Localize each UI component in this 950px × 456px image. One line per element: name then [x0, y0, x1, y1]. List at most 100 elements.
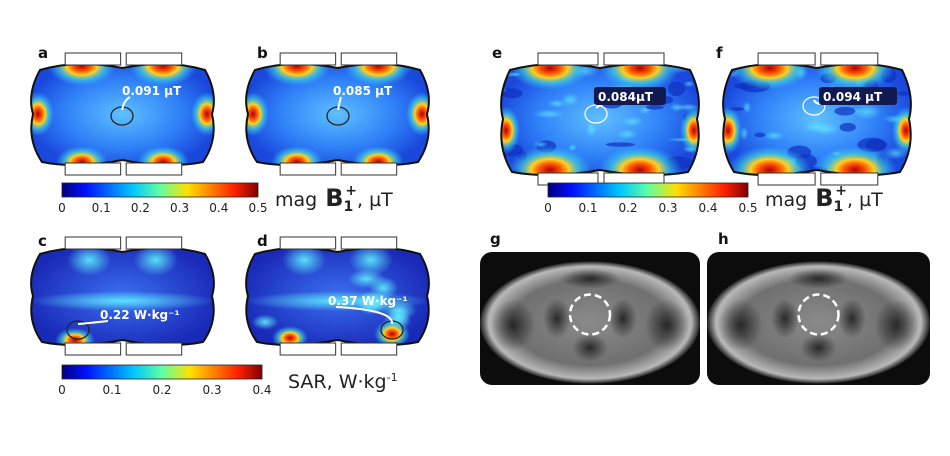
coil	[340, 342, 398, 356]
colorbar: 0 0.1 0.2 0.3 0.4 0.5 mag B1+, µT	[544, 182, 883, 215]
hot-spot	[815, 63, 895, 90]
mri-structure	[771, 298, 800, 339]
body-outline	[30, 63, 215, 167]
coil	[340, 52, 398, 66]
cyan-spot	[67, 247, 112, 276]
mri-structure	[572, 333, 608, 362]
body-outline	[245, 247, 430, 347]
colorbar-tick-label: 0.1	[92, 201, 111, 215]
colorbar-tick-label: 0.3	[170, 201, 189, 215]
hot-spot	[129, 63, 198, 86]
colorbar-scale	[61, 182, 259, 198]
coil	[64, 236, 122, 250]
coil	[64, 162, 122, 176]
colorbar-tick-label: 0	[544, 201, 552, 215]
colorbar-tick-label: 0.5	[738, 201, 757, 215]
heat-map-panel: 0.085 µT b	[245, 44, 430, 176]
mri-structure	[874, 299, 919, 352]
mri-structure	[645, 299, 689, 352]
colorbar-tick-label: 0.2	[618, 201, 637, 215]
colorbar-tick-label: 0.4	[209, 201, 228, 215]
roi	[797, 293, 840, 336]
panel-label: h	[718, 230, 729, 248]
label-superscript: -1	[387, 371, 398, 384]
coil	[603, 52, 665, 66]
hot-spot	[31, 92, 54, 136]
panel-label: g	[490, 230, 501, 248]
mri-structure	[837, 298, 866, 339]
heat-map-panel: 0.091 µT a	[30, 44, 215, 176]
annotation: 0.091 µT	[122, 84, 182, 98]
noise	[742, 101, 752, 114]
hot-spot	[680, 106, 699, 155]
panel-label: a	[38, 44, 48, 62]
noise	[763, 130, 785, 141]
body-outline	[245, 63, 430, 167]
label-suffix: , µT	[847, 189, 883, 211]
heat-field	[31, 247, 214, 346]
hot-spot	[598, 146, 682, 176]
coil	[125, 236, 183, 250]
heat-field	[31, 63, 214, 166]
annotation: 0.37 W·kg⁻¹	[328, 294, 408, 308]
hot-spot	[892, 106, 911, 155]
label-superscript: +	[345, 183, 357, 199]
annotation: 0.085 µT	[333, 84, 393, 98]
mri-structure	[543, 298, 571, 339]
hot-spot	[191, 92, 214, 136]
body-outline	[722, 63, 912, 177]
colorbar: 0 0.1 0.2 0.3 0.4 SAR, W·kg-1	[58, 364, 398, 397]
hot-spot	[600, 63, 680, 90]
leader-line	[77, 320, 109, 325]
colorbar-label: SAR, W·kg-1	[288, 371, 398, 393]
hot-spot	[813, 146, 897, 176]
colorbar-label: mag B1+, µT	[765, 183, 883, 215]
hot-spot	[55, 146, 108, 166]
hot-spot	[352, 146, 405, 166]
mri-panel: h	[707, 230, 930, 385]
hot-spot	[501, 106, 520, 155]
noise	[533, 140, 549, 148]
noise	[645, 104, 664, 110]
heat-map-panel: 0.37 W·kg⁻¹ d	[245, 232, 430, 356]
noise	[547, 99, 566, 108]
colorbar-tick-label: 0.3	[658, 201, 677, 215]
coil	[340, 236, 398, 250]
annotation: 0.094 µT	[823, 90, 883, 104]
colorbar-tick-label: 0	[58, 201, 66, 215]
mri-structure	[718, 299, 763, 352]
hot-spot	[510, 63, 590, 90]
panel-label: e	[492, 44, 502, 62]
colorbar-tick-label: 0.2	[152, 383, 171, 397]
noise	[585, 122, 598, 138]
colorbar-tick-label: 0.5	[248, 201, 267, 215]
colorbar-label: mag B1+, µT	[275, 183, 393, 215]
coil	[279, 162, 337, 176]
coil	[757, 172, 816, 186]
coil	[64, 52, 122, 66]
panel-label: c	[38, 232, 47, 250]
cyan-band	[31, 291, 214, 311]
heat-map-panel: 0.084µT e	[492, 44, 700, 186]
hot-spot	[55, 328, 95, 346]
noise	[561, 92, 579, 107]
colorbar-tick-label: 0.2	[131, 201, 150, 215]
annotation: 0.22 W·kg⁻¹	[100, 308, 180, 322]
noise	[812, 122, 840, 136]
hot-spot	[729, 63, 810, 90]
colorbar-tick-label: 0.1	[102, 383, 121, 397]
label-superscript: +	[835, 183, 847, 199]
roi	[66, 320, 90, 340]
noise	[897, 91, 911, 96]
label-suffix: , µT	[357, 189, 393, 211]
hot-spot	[47, 63, 116, 86]
colorbar-tick-label: 0.4	[698, 201, 717, 215]
coil	[279, 236, 337, 250]
noise	[532, 109, 565, 119]
annotation: 0.084µT	[598, 90, 654, 104]
mri-panel: g	[480, 230, 700, 385]
label-symbol: B	[815, 184, 833, 212]
label-subscript: 1	[834, 199, 844, 215]
label-symbol: B	[325, 184, 343, 212]
